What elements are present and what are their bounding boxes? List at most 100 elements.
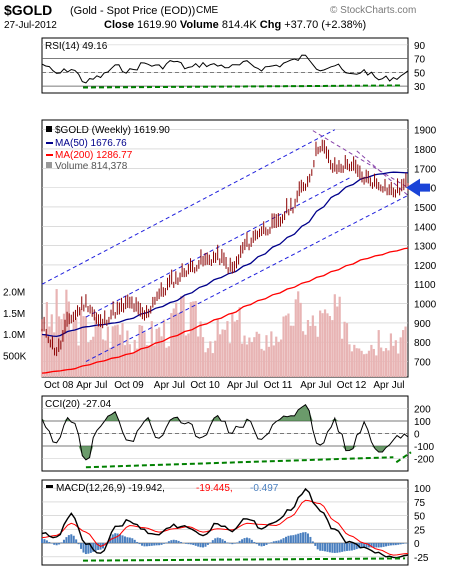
volume-bar bbox=[260, 348, 263, 377]
macd-histogram-bar bbox=[302, 532, 305, 544]
macd-histogram-bar bbox=[333, 543, 336, 553]
volume-bar bbox=[65, 289, 68, 377]
volume-bar bbox=[392, 345, 395, 377]
macd-histogram-bar bbox=[287, 535, 290, 544]
macd-histogram-bar bbox=[255, 543, 258, 545]
macd-histogram-bar bbox=[172, 539, 175, 544]
volume-bar bbox=[282, 316, 285, 377]
volume-bar bbox=[206, 348, 210, 377]
volume-bar bbox=[204, 352, 207, 377]
close-label: Close bbox=[104, 19, 134, 31]
volume-bar bbox=[292, 325, 295, 377]
cci-tick-label: 200 bbox=[414, 405, 431, 416]
volume-bar bbox=[138, 325, 141, 377]
volume-bar bbox=[341, 338, 344, 377]
volume-bar bbox=[153, 345, 156, 377]
cci-tick-label: -100 bbox=[414, 442, 434, 453]
volume-bar bbox=[167, 346, 170, 377]
volume-bar bbox=[358, 348, 361, 377]
volume-bar bbox=[162, 319, 166, 377]
macd-legend-title: MACD(12,26,9) -19.942, bbox=[56, 483, 165, 494]
macd-tick-label: 0 bbox=[414, 539, 420, 550]
macd-histogram-bar bbox=[204, 543, 207, 547]
rsi-support-line bbox=[82, 84, 401, 89]
macd-histogram-bar bbox=[243, 538, 246, 544]
volume-bar bbox=[326, 313, 329, 377]
macd-histogram-bar bbox=[267, 543, 270, 544]
volume-bar bbox=[158, 327, 161, 377]
macd-histogram-bar bbox=[226, 542, 229, 544]
volume-bar bbox=[211, 353, 214, 377]
macd-histogram-bar bbox=[258, 543, 261, 546]
chart-description: (Gold - Spot Price (EOD)) bbox=[70, 5, 196, 17]
close-value: 1619.90 bbox=[137, 19, 177, 31]
macd-histogram-bar bbox=[326, 543, 329, 552]
volume-bar bbox=[182, 295, 185, 377]
date-tick-label: Oct 10 bbox=[190, 380, 220, 391]
macd-histogram-bar bbox=[163, 543, 165, 544]
blue-arrow-icon bbox=[406, 178, 430, 197]
macd-histogram-bar bbox=[292, 535, 295, 544]
macd-histogram-bar bbox=[97, 543, 100, 550]
cci-tick-label: 0 bbox=[414, 430, 420, 441]
volume-bar bbox=[270, 331, 273, 377]
stockcharts-logo: © StockCharts.com bbox=[330, 5, 417, 16]
macd-histogram-bar bbox=[387, 543, 390, 546]
macd-histogram-bar bbox=[355, 543, 358, 550]
macd-tick-label: 25 bbox=[414, 525, 426, 536]
macd-histogram-bar bbox=[382, 543, 385, 547]
macd-histogram-bar bbox=[316, 543, 319, 550]
price-tick-label: 1300 bbox=[414, 242, 437, 253]
volume-bar bbox=[165, 347, 168, 377]
volume-bar bbox=[362, 354, 366, 377]
macd-histogram-bar bbox=[297, 533, 300, 544]
volume-bar bbox=[219, 334, 222, 377]
volume-bar bbox=[277, 341, 280, 377]
macd-histogram-bar bbox=[250, 539, 253, 544]
price-tick-label: 1100 bbox=[414, 280, 436, 291]
volume-bar bbox=[82, 316, 85, 377]
macd-histogram-bar bbox=[304, 532, 307, 544]
volume-bar bbox=[55, 289, 58, 377]
volume-bar bbox=[145, 345, 149, 377]
macd-histogram-bar bbox=[350, 543, 353, 551]
volume-bar bbox=[187, 333, 190, 377]
volume-legend-swatch bbox=[46, 162, 52, 168]
volume-bar bbox=[109, 347, 112, 377]
volume-bar bbox=[375, 355, 378, 377]
volume-bar bbox=[301, 331, 305, 377]
price-legend-swatch bbox=[46, 126, 52, 132]
macd-histogram-bar bbox=[365, 543, 368, 548]
volume-bar bbox=[43, 333, 46, 377]
macd-histogram-bar bbox=[67, 535, 70, 544]
date-tick-label: Apr Jul bbox=[300, 380, 331, 391]
macd-histogram-bar bbox=[311, 541, 314, 544]
volume-bar bbox=[194, 301, 197, 377]
volume-bar bbox=[94, 317, 97, 377]
macd-histogram-bar bbox=[192, 543, 195, 546]
cci-breakout-line bbox=[395, 451, 412, 464]
macd-histogram-bar bbox=[167, 541, 170, 544]
macd-support-line bbox=[82, 557, 406, 562]
cci-support-line bbox=[85, 456, 394, 469]
channel-upper-line bbox=[41, 129, 336, 285]
macd-histogram-bar bbox=[155, 543, 158, 546]
macd-histogram-bar bbox=[265, 543, 268, 545]
volume-bar bbox=[216, 318, 219, 377]
volume-bar bbox=[272, 345, 275, 377]
volume-tick-label: 1.0M bbox=[3, 330, 25, 341]
volume-bar bbox=[245, 344, 249, 377]
volume-bar bbox=[226, 321, 229, 377]
macd-histogram-bar bbox=[143, 543, 146, 547]
macd-histogram-bar bbox=[241, 539, 244, 544]
volume-bar bbox=[209, 341, 212, 377]
macd-histogram-bar bbox=[385, 543, 388, 547]
quote-date: 27-Jul-2012 bbox=[4, 20, 57, 31]
macd-histogram-bar bbox=[299, 532, 302, 544]
macd-histogram-bar bbox=[121, 535, 124, 544]
macd-histogram-bar bbox=[194, 543, 197, 546]
macd-line bbox=[41, 487, 409, 559]
price-tick-label: 700 bbox=[414, 358, 431, 369]
volume-bar bbox=[160, 336, 163, 377]
macd-histogram-bar bbox=[331, 543, 334, 553]
